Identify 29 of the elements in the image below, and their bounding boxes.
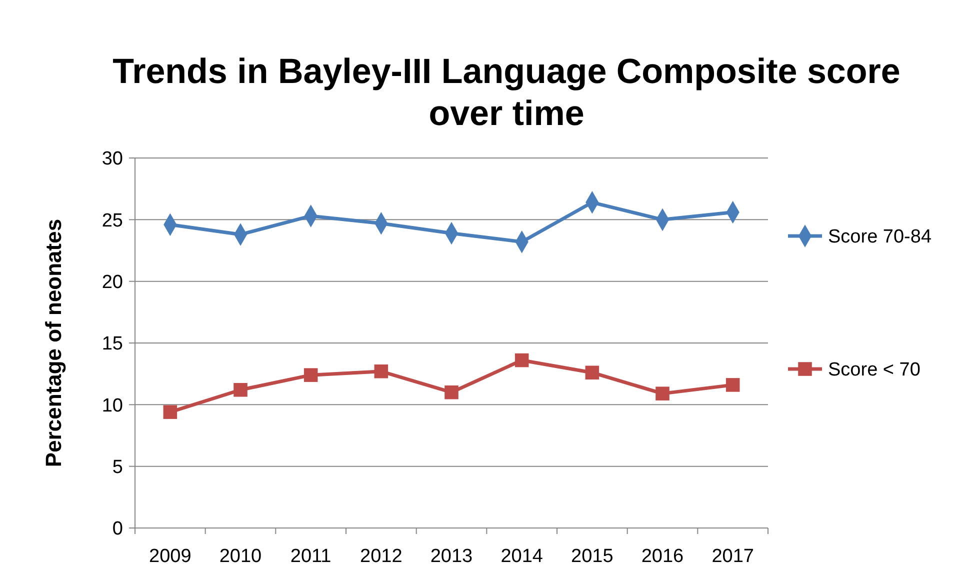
point (234, 382, 248, 397)
x-tick-label: 2011 (290, 546, 332, 567)
point (514, 353, 529, 368)
x-tick-label: 2016 (641, 546, 684, 567)
x-tick-label: 2015 (571, 546, 614, 567)
x-tick-label: 2009 (149, 546, 192, 567)
point (444, 385, 458, 400)
y-tick-label: 5 (112, 456, 123, 478)
point (585, 366, 600, 380)
y-axis-title: Percentage of neonates (41, 218, 66, 468)
legend-label: Score 70-84 (828, 226, 932, 248)
x-tick-label: 2010 (219, 546, 262, 567)
y-tick-label: 25 (102, 210, 123, 232)
point (304, 368, 318, 382)
y-tick-label: 0 (112, 518, 123, 540)
point (163, 405, 178, 419)
chart-title: Trends in Bayley-III Language Composite score over time (112, 52, 900, 133)
y-tick-label: 15 (102, 334, 123, 355)
y-tick-label: 10 (102, 395, 123, 416)
point (656, 386, 670, 400)
y-tick-label: 30 (102, 148, 123, 170)
x-tick-label: 2013 (430, 546, 473, 567)
legend-label: Score < 70 (828, 360, 920, 381)
x-tick-label: 2017 (712, 546, 754, 567)
y-tick-label: 20 (102, 272, 123, 293)
point (374, 364, 388, 378)
point (726, 378, 740, 392)
x-tick-label: 2014 (500, 546, 544, 567)
x-tick-label: 2012 (360, 546, 402, 567)
